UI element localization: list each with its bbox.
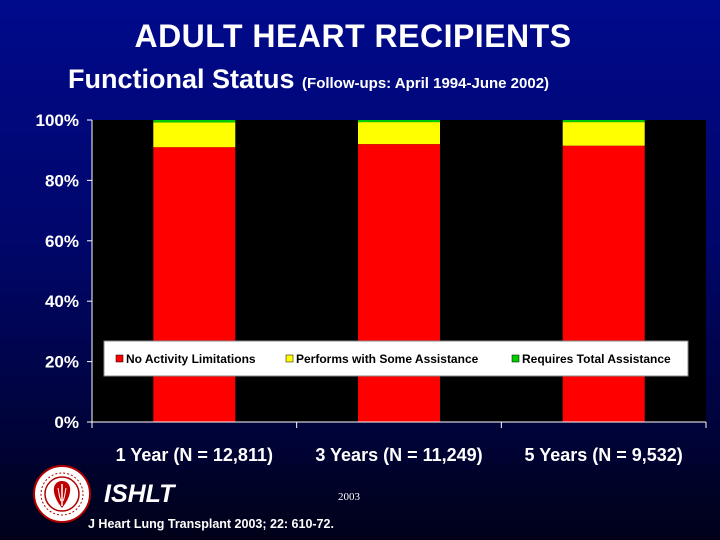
slide-year: 2003 — [338, 491, 360, 503]
legend-swatch-2 — [285, 354, 294, 363]
subtitle-main: Functional Status — [68, 64, 295, 94]
y-tick-label: 40% — [45, 292, 79, 311]
bar-segment-2-category-3 — [562, 122, 645, 146]
x-tick-label: 3 Years (N = 11,249) — [315, 445, 482, 465]
bar-segment-3-category-2 — [358, 120, 440, 123]
y-tick-label: 60% — [45, 232, 79, 251]
bar-segment-3-category-3 — [562, 120, 645, 123]
x-tick-label: 5 Years (N = 9,532) — [525, 445, 683, 465]
x-tick-label: 1 Year (N = 12,811) — [116, 445, 273, 465]
y-tick-label: 20% — [45, 353, 79, 372]
citation: J Heart Lung Transplant 2003; 22: 610-72… — [88, 517, 334, 531]
bar-segment-2-category-2 — [358, 122, 440, 145]
bar-segment-2-category-1 — [153, 122, 236, 148]
bar-segment-1-category-1 — [153, 147, 236, 422]
bar-segment-1-category-3 — [562, 145, 645, 422]
subtitle-note: (Follow-ups: April 1994-June 2002) — [302, 75, 550, 92]
legend-swatch-3 — [511, 354, 520, 363]
slide-title: ADULT HEART RECIPIENTS — [134, 18, 572, 54]
slide-subtitle: Functional Status (Follow-ups: April 199… — [68, 64, 549, 95]
y-tick-label: 100% — [36, 111, 79, 130]
ishlt-logo-icon — [33, 465, 91, 523]
legend-box — [103, 340, 689, 377]
legend-label-3: Requires Total Assistance — [522, 352, 671, 366]
legend-label-1: No Activity Limitations — [126, 352, 256, 366]
bar-segment-3-category-1 — [153, 120, 236, 123]
legend-swatch-1 — [115, 354, 124, 363]
y-tick-label: 80% — [45, 171, 79, 190]
legend-label-2: Performs with Some Assistance — [296, 352, 479, 366]
organization-name: ISHLT — [104, 480, 175, 508]
bar-segment-1-category-2 — [358, 144, 440, 422]
y-tick-label: 0% — [54, 413, 79, 432]
